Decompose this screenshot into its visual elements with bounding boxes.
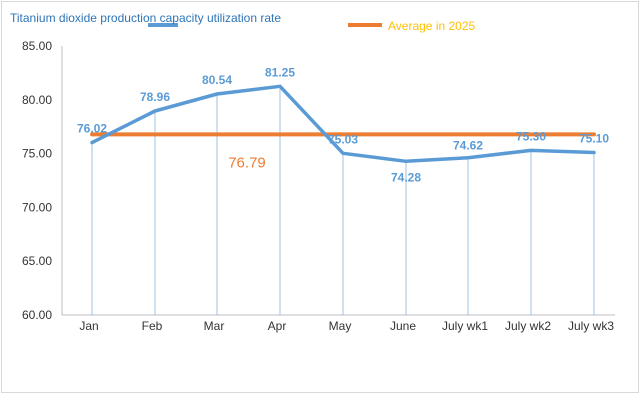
x-tick-label: Apr: [268, 319, 287, 333]
data-point: [90, 141, 94, 145]
data-label: 78.96: [140, 90, 170, 104]
data-point: [404, 159, 408, 163]
data-point: [592, 151, 596, 155]
data-label: 74.28: [391, 170, 421, 184]
data-point: [529, 148, 533, 152]
utilization-series: [90, 84, 596, 164]
x-tick-label: June: [390, 319, 416, 333]
chart-frame: [1, 1, 639, 393]
y-tick-label: 60.00: [22, 308, 52, 322]
data-point: [215, 92, 219, 96]
x-tick-label: Jan: [79, 319, 98, 333]
drop-lines: [91, 86, 595, 315]
x-tick-label: May: [329, 319, 352, 333]
x-tick-label: July wk3: [568, 319, 614, 333]
data-label: 76.02: [77, 122, 107, 136]
average-series: 76.79: [90, 132, 596, 171]
data-point: [466, 156, 470, 160]
y-tick-label: 70.00: [22, 200, 52, 214]
data-point: [153, 109, 157, 113]
y-tick-label: 85.00: [22, 39, 52, 53]
legend-label-average: Average in 2025: [388, 19, 476, 33]
average-value-label: 76.79: [228, 154, 266, 171]
data-label: 81.25: [265, 65, 295, 79]
y-tick-label: 65.00: [22, 254, 52, 268]
data-point: [341, 151, 345, 155]
legend-label-utilization: Titanium dioxide production capacity uti…: [10, 11, 281, 25]
data-label: 75.10: [579, 132, 609, 146]
x-tick-label: Mar: [204, 319, 225, 333]
x-tick-label: July wk2: [505, 319, 551, 333]
data-label: 75.30: [516, 129, 546, 143]
data-point: [278, 84, 282, 88]
x-tick-label: Feb: [142, 319, 163, 333]
x-tick-label: July wk1: [442, 319, 488, 333]
y-axis: 60.00 65.00 70.00 75.00 80.00 85.00: [22, 39, 63, 322]
data-labels: 76.02 78.96 80.54 81.25 75.03 74.28 74.62 75.30…: [77, 65, 609, 184]
data-label: 75.03: [328, 132, 358, 146]
data-label: 74.62: [453, 139, 483, 153]
x-axis: Jan Feb Mar Apr May June July wk1 July wk2 July …: [62, 314, 615, 333]
legend: Titanium dioxide production capacity uti…: [10, 11, 476, 33]
y-tick-label: 80.00: [22, 93, 52, 107]
data-label: 80.54: [202, 73, 232, 87]
y-tick-label: 75.00: [22, 147, 52, 161]
